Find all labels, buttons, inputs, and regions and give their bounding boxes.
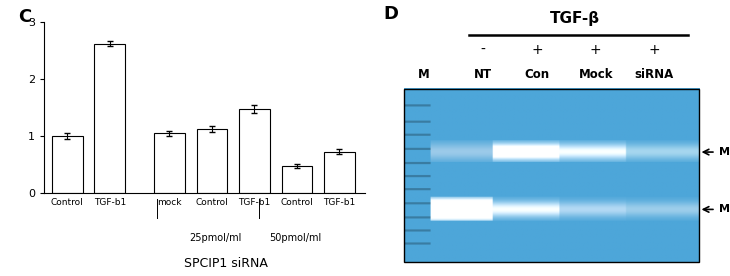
Text: siRNA: siRNA (634, 68, 674, 81)
Text: TGF-β: TGF-β (550, 11, 600, 26)
Text: M: M (418, 68, 430, 81)
Text: C: C (18, 8, 31, 26)
Bar (239, 109, 269, 193)
Text: 50pmol/ml: 50pmol/ml (269, 233, 321, 243)
Text: Mock: Mock (578, 68, 613, 81)
Text: +: + (531, 43, 543, 57)
Text: +: + (648, 43, 660, 57)
Text: Con: Con (525, 68, 550, 81)
Bar (282, 166, 312, 193)
Bar (324, 152, 355, 193)
Text: -: - (480, 43, 485, 57)
Bar (94, 44, 125, 193)
Text: MMP-9: MMP-9 (719, 147, 730, 157)
Bar (154, 133, 185, 193)
Text: 25pmol/ml: 25pmol/ml (189, 233, 242, 243)
Bar (404, 89, 699, 262)
Bar (196, 129, 227, 193)
Text: NT: NT (474, 68, 491, 81)
Text: SPCIP1 siRNA: SPCIP1 siRNA (185, 257, 268, 270)
Text: MMP-2: MMP-2 (719, 205, 730, 214)
Text: D: D (383, 6, 398, 23)
Bar (52, 136, 82, 193)
Text: +: + (590, 43, 602, 57)
